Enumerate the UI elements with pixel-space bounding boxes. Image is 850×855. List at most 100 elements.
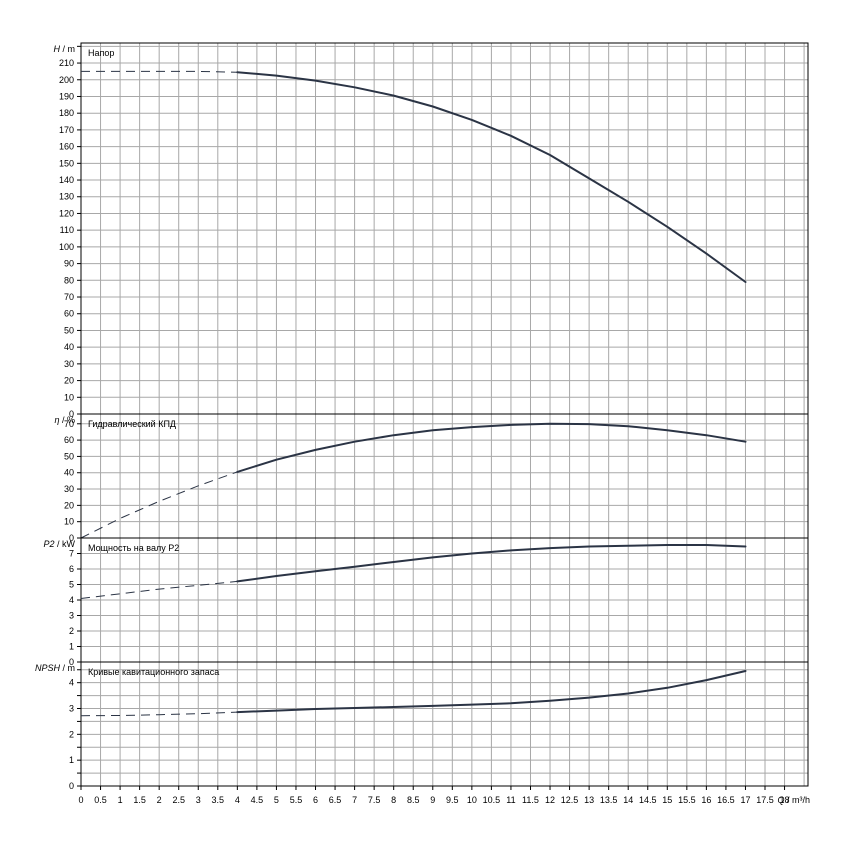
npsh-y-tick-label: 2 (69, 729, 74, 739)
head-y-tick-label: 100 (59, 242, 74, 252)
power-y-tick-label: 4 (69, 595, 74, 605)
x-tick-label: 16 (701, 795, 711, 805)
efficiency-y-tick-label: 50 (64, 451, 74, 461)
x-tick-label: 10 (467, 795, 477, 805)
efficiency-y-tick-label: 20 (64, 500, 74, 510)
npsh-dashed-curve (80, 711, 238, 717)
x-tick-label: 0 (78, 795, 83, 805)
head-y-tick-label: 130 (59, 192, 74, 202)
x-tick-label: 2.5 (172, 795, 185, 805)
x-tick-label: 7 (352, 795, 357, 805)
x-tick-label: 13 (584, 795, 594, 805)
efficiency-panel-frame (80, 413, 809, 539)
efficiency-y-tick-label: 40 (64, 468, 74, 478)
head-y-tick-label: 120 (59, 208, 74, 218)
head-y-tick-label: 190 (59, 91, 74, 101)
x-tick-label: 8.5 (407, 795, 420, 805)
head-dashed-curve (81, 70, 238, 73)
x-tick-label: 11 (506, 795, 515, 805)
x-tick-label: 6 (313, 795, 318, 805)
x-tick-label: 14.5 (639, 795, 657, 805)
efficiency-panel-title: Гидравлический КПД (88, 419, 176, 429)
x-tick-label: 4 (235, 795, 240, 805)
head-panel-title: Напор (88, 48, 114, 58)
npsh-y-axis-label: NPSH / m (35, 663, 75, 673)
head-solid-curve (236, 71, 747, 283)
power-y-tick-label: 7 (69, 549, 74, 559)
x-tick-label: 0.5 (94, 795, 107, 805)
x-tick-label: 16.5 (717, 795, 735, 805)
head-y-tick-label: 180 (59, 108, 74, 118)
x-axis-label: Q / m³/h (777, 795, 810, 805)
x-tick-label: 12.5 (561, 795, 579, 805)
efficiency-dashed-curve (80, 471, 238, 539)
power-solid-curve (236, 544, 747, 583)
npsh-y-tick-label: 4 (69, 678, 74, 688)
power-y-axis-label: P2 / kW (43, 539, 75, 549)
x-tick-label: 3.5 (212, 795, 225, 805)
x-tick-label: 15 (662, 795, 672, 805)
npsh-solid-curve (236, 670, 747, 714)
power-y-tick-label: 6 (69, 564, 74, 574)
head-y-tick-label: 40 (64, 342, 74, 352)
x-tick-label: 8 (391, 795, 396, 805)
head-panel-frame (80, 42, 809, 415)
head-y-tick-label: 0 (69, 409, 74, 419)
x-tick-label: 10.5 (483, 795, 501, 805)
x-tick-label: 3 (196, 795, 201, 805)
head-y-tick-label: 60 (64, 309, 74, 319)
head-y-tick-label: 30 (64, 359, 74, 369)
head-y-tick-label: 70 (64, 292, 74, 302)
x-tick-label: 9 (430, 795, 435, 805)
efficiency-y-axis-label: η / % (54, 415, 75, 425)
power-y-tick-label: 0 (69, 657, 74, 667)
efficiency-solid-curve (236, 422, 747, 473)
x-tick-label: 4.5 (251, 795, 264, 805)
x-tick-label: 9.5 (446, 795, 459, 805)
power-y-tick-label: 2 (69, 626, 74, 636)
npsh-y-tick-label: 1 (69, 755, 74, 765)
head-y-tick-label: 150 (59, 158, 74, 168)
head-y-tick-label: 170 (59, 125, 74, 135)
x-tick-label: 14 (623, 795, 633, 805)
power-y-tick-label: 3 (69, 611, 74, 621)
efficiency-y-tick-label: 60 (64, 435, 74, 445)
efficiency-y-tick-label: 10 (64, 517, 74, 527)
npsh-panel-frame (80, 661, 809, 787)
x-tick-label: 11.5 (522, 795, 539, 805)
x-tick-label: 5 (274, 795, 279, 805)
head-y-tick-label: 140 (59, 175, 74, 185)
npsh-panel-title: Кривые кавитационного запаса (88, 667, 219, 677)
efficiency-y-tick-label: 0 (69, 533, 74, 543)
head-y-tick-label: 210 (59, 58, 74, 68)
npsh-y-tick-label: 3 (69, 704, 74, 714)
power-dashed-curve (80, 580, 238, 599)
x-tick-label: 15.5 (678, 795, 696, 805)
head-y-tick-label: 160 (59, 142, 74, 152)
efficiency-y-tick-label: 70 (64, 419, 74, 429)
x-tick-label: 1.5 (133, 795, 146, 805)
x-tick-label: 2 (157, 795, 162, 805)
power-y-tick-label: 5 (69, 580, 74, 590)
x-tick-label: 18 (780, 795, 790, 805)
head-y-tick-label: 50 (64, 325, 74, 335)
head-y-axis-label: H / m (54, 44, 76, 54)
x-tick-label: 1 (118, 795, 123, 805)
head-y-tick-label: 20 (64, 376, 74, 386)
head-y-tick-label: 200 (59, 75, 74, 85)
power-panel-title: Мощность на валу P2 (88, 543, 179, 553)
x-tick-label: 6.5 (329, 795, 342, 805)
x-tick-label: 5.5 (290, 795, 303, 805)
efficiency-y-tick-label: 30 (64, 484, 74, 494)
npsh-y-tick-label: 0 (69, 781, 74, 791)
x-tick-label: 12 (545, 795, 555, 805)
x-tick-label: 17.5 (756, 795, 774, 805)
x-tick-label: 13.5 (600, 795, 618, 805)
head-y-tick-label: 80 (64, 275, 74, 285)
head-y-tick-label: 10 (64, 392, 74, 402)
head-y-tick-label: 110 (60, 225, 74, 235)
power-y-tick-label: 1 (69, 642, 74, 652)
head-y-tick-label: 90 (64, 259, 74, 269)
